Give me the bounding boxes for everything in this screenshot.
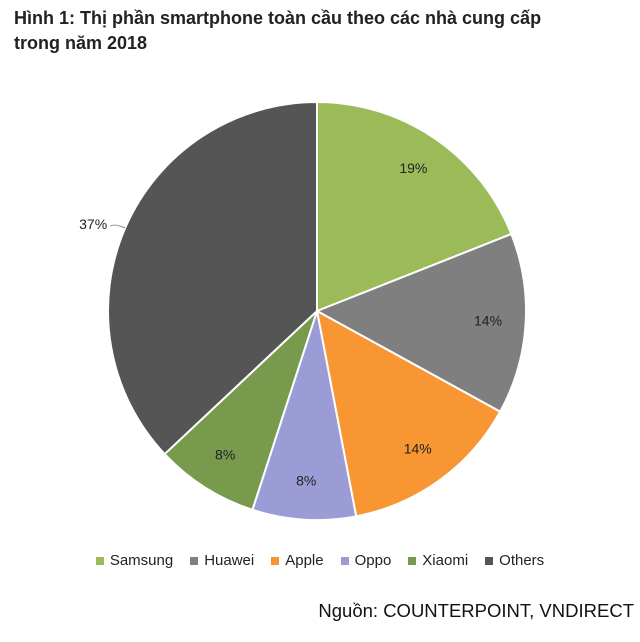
legend-swatch-others [485, 556, 494, 565]
data-label-huawei: 14% [474, 312, 502, 328]
pie-slice-others [107, 100, 318, 456]
data-label-apple: 14% [404, 440, 432, 456]
legend-item-oppo: Oppo [340, 552, 392, 569]
legend-swatch-oppo [340, 556, 349, 565]
pie-slice-apple [315, 309, 502, 518]
chart-legend: Samsung Huawei Apple Oppo Xiaomi Others [0, 552, 640, 569]
pie-slice-huawei [314, 232, 527, 414]
legend-label-others: Others [499, 552, 545, 569]
legend-swatch-apple [271, 556, 280, 565]
pie-slice-xiaomi [163, 310, 318, 512]
chart-title-line-1: Hình 1: Thị phần smartphone toàn cầu the… [14, 8, 542, 28]
pie-slice-oppo [251, 310, 358, 521]
leader-line-others [109, 224, 126, 229]
legend-item-xiaomi: Xiaomi [408, 552, 468, 569]
legend-label-apple: Apple [285, 552, 324, 569]
legend-swatch-samsung [95, 556, 104, 565]
legend-item-huawei: Huawei [190, 552, 254, 569]
data-label-oppo: 8% [296, 473, 316, 489]
legend-swatch-huawei [190, 556, 199, 565]
legend-item-samsung: Samsung [95, 552, 174, 569]
legend-item-others: Others [485, 552, 544, 569]
data-label-others: 37% [79, 216, 107, 232]
pie-slice-samsung [316, 100, 513, 313]
legend-item-apple: Apple [271, 552, 324, 569]
chart-title-line-2: trong năm 2018 [14, 33, 148, 53]
data-label-samsung: 19% [399, 160, 427, 176]
legend-label-huawei: Huawei [204, 552, 255, 569]
source-note: Nguồn: COUNTERPOINT, VNDIRECT [318, 600, 634, 621]
chart-title: Hình 1: Thị phần smartphone toàn cầu the… [14, 6, 634, 56]
data-label-xiaomi: 8% [215, 446, 235, 462]
pie-chart: 19% 14% 14% 8% 8% 37% [79, 100, 527, 521]
legend-label-samsung: Samsung [109, 552, 174, 569]
legend-swatch-xiaomi [408, 556, 417, 565]
legend-label-oppo: Oppo [354, 552, 392, 569]
legend-label-xiaomi: Xiaomi [422, 552, 469, 569]
